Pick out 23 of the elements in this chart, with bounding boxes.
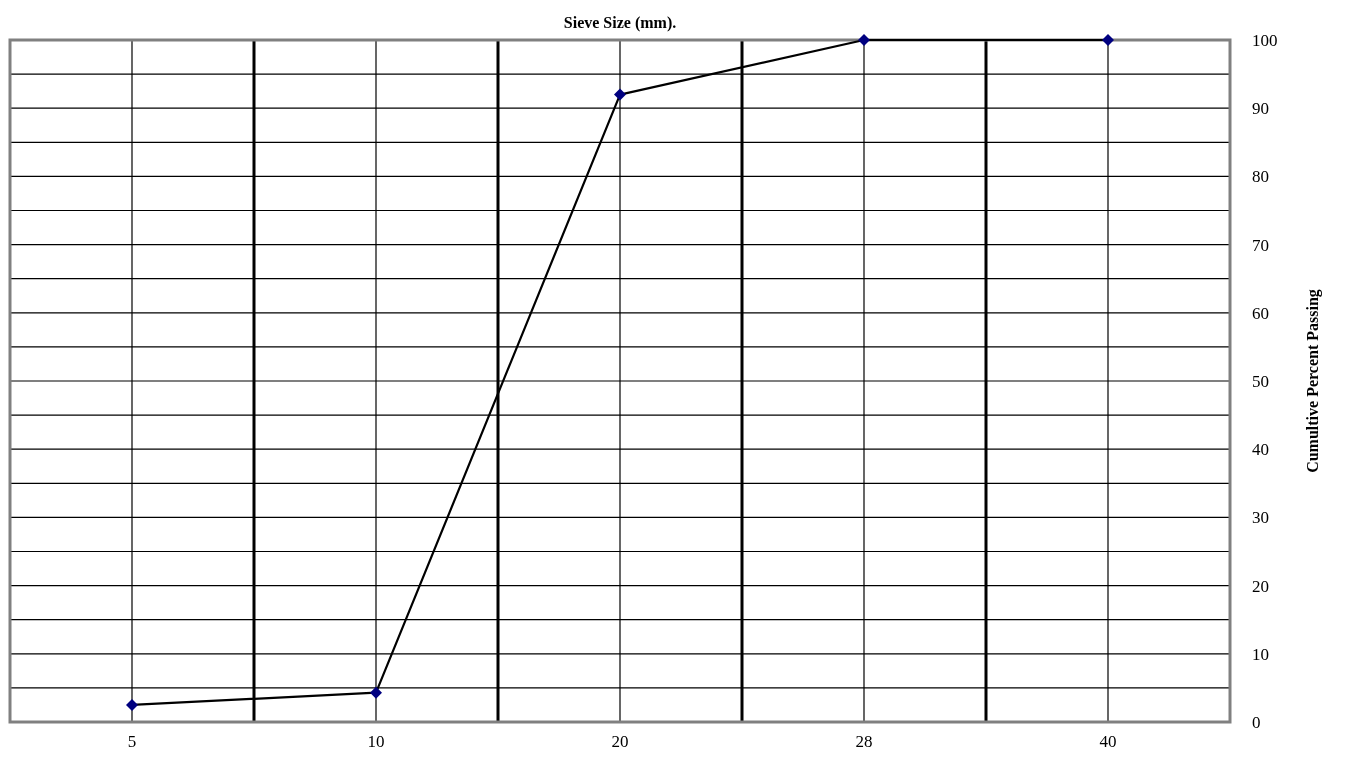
y-tick-label: 0 bbox=[1252, 713, 1261, 732]
x-tick-label: 40 bbox=[1099, 732, 1117, 751]
y-tick-label: 70 bbox=[1252, 235, 1269, 255]
y-axis-title: Cumultive Percent Passing bbox=[1304, 289, 1322, 473]
chart-title: Sieve Size (mm). bbox=[563, 14, 677, 32]
y-tick-label: 40 bbox=[1252, 440, 1269, 460]
y-tick-label: 20 bbox=[1252, 576, 1269, 596]
point bbox=[614, 88, 626, 101]
x-tick-label: 5 bbox=[127, 732, 137, 751]
point bbox=[1102, 34, 1114, 46]
x-tick-label: 28 bbox=[855, 732, 873, 751]
y-tick-label: 10 bbox=[1252, 644, 1269, 664]
point bbox=[126, 698, 138, 711]
point bbox=[858, 34, 870, 46]
point bbox=[370, 686, 382, 699]
y-tick-label: 60 bbox=[1252, 303, 1269, 323]
x-tick-label: 10 bbox=[367, 732, 385, 751]
y-tick-label: 100 bbox=[1252, 31, 1278, 50]
y-tick-label: 90 bbox=[1252, 99, 1269, 119]
x-tick-label: 20 bbox=[611, 732, 629, 751]
y-tick-label: 80 bbox=[1252, 167, 1269, 187]
y-tick-label: 50 bbox=[1252, 372, 1269, 391]
y-tick-label: 30 bbox=[1252, 508, 1269, 528]
